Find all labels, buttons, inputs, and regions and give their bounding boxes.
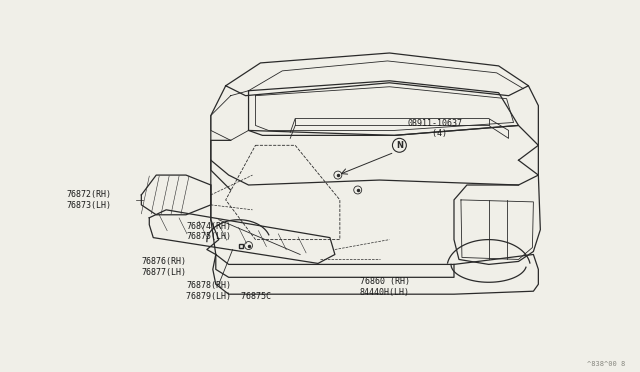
Text: ^838^00 8: ^838^00 8 xyxy=(588,360,626,367)
Text: 76876(RH)
76877(LH): 76876(RH) 76877(LH) xyxy=(141,257,186,277)
Text: 08911-10637
     (4): 08911-10637 (4) xyxy=(407,119,462,138)
Text: 76878(RH)
76879(LH)  76875C: 76878(RH) 76879(LH) 76875C xyxy=(186,281,271,301)
Text: 76874(RH)
76875(LH): 76874(RH) 76875(LH) xyxy=(186,222,231,241)
Text: 76872(RH)
76873(LH): 76872(RH) 76873(LH) xyxy=(67,190,112,209)
Text: 76860 (RH)
84440H(LH): 76860 (RH) 84440H(LH) xyxy=(360,277,410,297)
Text: N: N xyxy=(396,141,403,150)
